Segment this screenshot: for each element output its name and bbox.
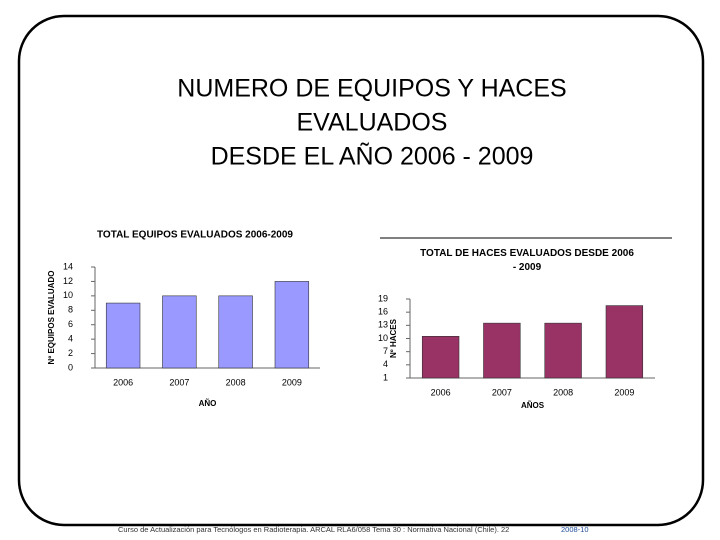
y-tick-label: 1 (383, 372, 388, 382)
slide-title: DESDE EL AÑO 2006 - 2009 (211, 142, 534, 171)
y-tick-label: 16 (378, 307, 388, 317)
y-axis-label: Nº EQUIPOS EVALUADO (47, 271, 56, 365)
x-tick-label: 2009 (282, 377, 302, 387)
x-axis-label: AÑO (199, 399, 217, 408)
y-tick-label: 10 (63, 290, 73, 300)
slide-border (17, 14, 705, 527)
y-tick-label: 12 (63, 276, 73, 286)
x-tick-label: 2007 (169, 377, 189, 387)
bar (105, 302, 141, 369)
chart-title: TOTAL EQUIPOS EVALUADOS 2006-2009 (97, 230, 293, 241)
y-tick-label: 14 (63, 261, 73, 271)
footer: Curso de Actualización para Tecnólogos e… (118, 525, 509, 534)
bar (162, 295, 197, 369)
y-tick-label: 0 (68, 362, 73, 372)
x-tick-label: 2008 (553, 387, 573, 397)
chart-title: TOTAL DE HACES EVALUADOS DESDE 2006- 200… (420, 248, 634, 273)
y-tick-label: 8 (68, 305, 73, 315)
bar (483, 322, 521, 379)
y-tick-label: 19 (378, 293, 388, 303)
y-tick-label: 6 (68, 319, 73, 329)
bar (544, 322, 582, 379)
y-tick-label: 2 (68, 348, 73, 358)
bar (421, 336, 460, 379)
y-tick-label: 4 (68, 334, 73, 344)
y-axis-label: Nº HACES (389, 318, 398, 358)
y-tick-label: 4 (383, 359, 388, 369)
bar (218, 295, 253, 369)
y-tick-label: 13 (378, 320, 388, 330)
slide-title: NUMERO DE EQUIPOS Y HACES (177, 75, 566, 103)
x-tick-label: 2006 (113, 377, 133, 387)
x-tick-label: 2007 (492, 387, 512, 397)
x-tick-label: 2006 (431, 387, 451, 397)
slide-title: EVALUADOS (297, 109, 448, 137)
bar (274, 281, 310, 369)
y-tick-label: 7 (383, 346, 388, 356)
y-tick-label: 10 (378, 333, 388, 343)
x-axis-label: AÑOS (521, 401, 545, 410)
bar (605, 305, 644, 379)
x-tick-label: 2008 (226, 377, 246, 387)
footer-date: 2008-10 (561, 525, 589, 534)
x-tick-label: 2009 (614, 387, 634, 397)
